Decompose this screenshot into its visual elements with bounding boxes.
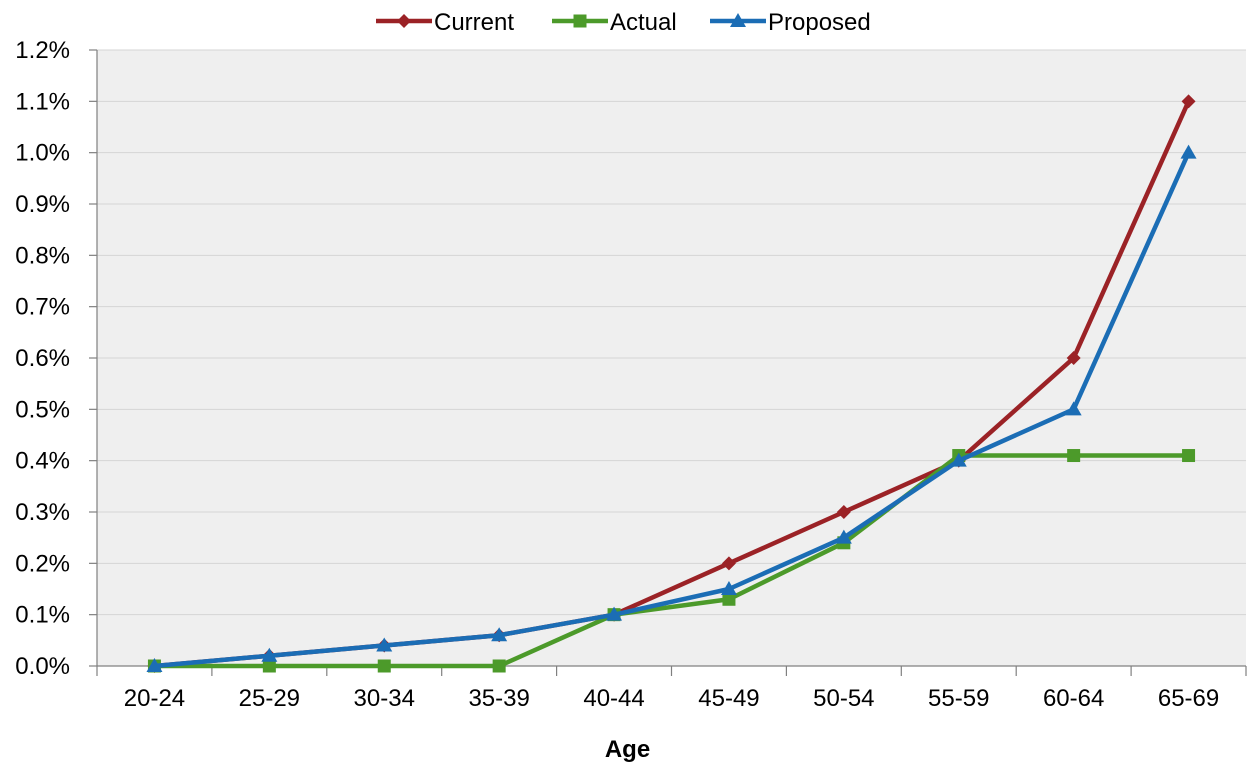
x-tick-label: 50-54 (813, 685, 874, 712)
data-point-proposed (835, 529, 852, 544)
x-tick-label: 45-49 (698, 685, 759, 712)
series-actual (147, 449, 1196, 673)
legend-marker-actual (573, 14, 587, 28)
x-axis-title: Age (605, 736, 650, 763)
x-tick-label: 65-69 (1158, 685, 1219, 712)
data-point-proposed (1180, 144, 1197, 159)
data-point-actual (1067, 449, 1081, 463)
legend-label-proposed: Proposed (768, 9, 871, 36)
legend: Current Actual Proposed (376, 9, 871, 36)
data-point-actual (377, 659, 391, 673)
x-tick-label: 40-44 (583, 685, 644, 712)
y-tick-label: 0.3% (15, 499, 70, 526)
legend-item-actual: Actual (552, 9, 677, 36)
y-tick-label: 0.2% (15, 550, 70, 577)
series-proposed (146, 144, 1197, 672)
x-tick-label: 20-24 (124, 685, 185, 712)
data-point-proposed (720, 581, 737, 595)
data-point-proposed (606, 606, 623, 621)
legend-marker-current (397, 14, 411, 28)
y-tick-label: 0.5% (15, 396, 70, 423)
data-point-proposed (950, 452, 967, 467)
x-tick-label: 25-29 (239, 685, 300, 712)
data-point-actual (1182, 449, 1196, 463)
data-point-proposed (491, 627, 508, 642)
data-point-actual (492, 659, 506, 673)
y-tick-label: 0.6% (15, 345, 70, 372)
axes: 0.0% 0.1% 0.2% 0.3% 0.4% 0.5% 0.6% 0.7% 0.8% 0.9%… (15, 37, 1247, 712)
data-point-actual (722, 592, 736, 606)
data-point-current (721, 556, 736, 571)
legend-item-current: Current (376, 9, 514, 36)
y-tick-label: 0.1% (15, 602, 70, 629)
gridlines (97, 49, 1246, 616)
x-tick-label: 60-64 (1043, 685, 1104, 712)
y-tick-label: 0.8% (15, 242, 70, 269)
y-tick-label: 0.4% (15, 448, 70, 475)
legend-item-proposed: Proposed (710, 9, 871, 36)
data-point-actual (262, 659, 276, 673)
legend-label-current: Current (434, 9, 514, 36)
y-tick-label: 0.0% (15, 653, 70, 680)
x-tick-label: 35-39 (468, 685, 529, 712)
series-lines (146, 94, 1197, 673)
data-point-current (836, 505, 851, 519)
data-point-proposed (376, 637, 393, 652)
y-tick-label: 0.9% (15, 191, 70, 218)
y-tick-label: 0.7% (15, 294, 70, 321)
y-tick-label: 1.1% (15, 88, 70, 115)
legend-label-actual: Actual (610, 9, 677, 36)
x-tick-label: 30-34 (354, 685, 415, 712)
legend-marker-proposed (730, 13, 746, 27)
data-point-proposed (1065, 401, 1082, 416)
series-line-actual (154, 453, 1189, 669)
data-point-current (1066, 351, 1081, 365)
data-point-proposed (146, 658, 163, 672)
y-tick-label: 1.2% (15, 37, 70, 64)
y-tick-label: 1.0% (15, 140, 70, 167)
x-tick-label: 55-59 (928, 685, 989, 712)
data-point-proposed (261, 647, 278, 662)
series-line-proposed (154, 151, 1191, 669)
data-point-current (1181, 94, 1196, 109)
